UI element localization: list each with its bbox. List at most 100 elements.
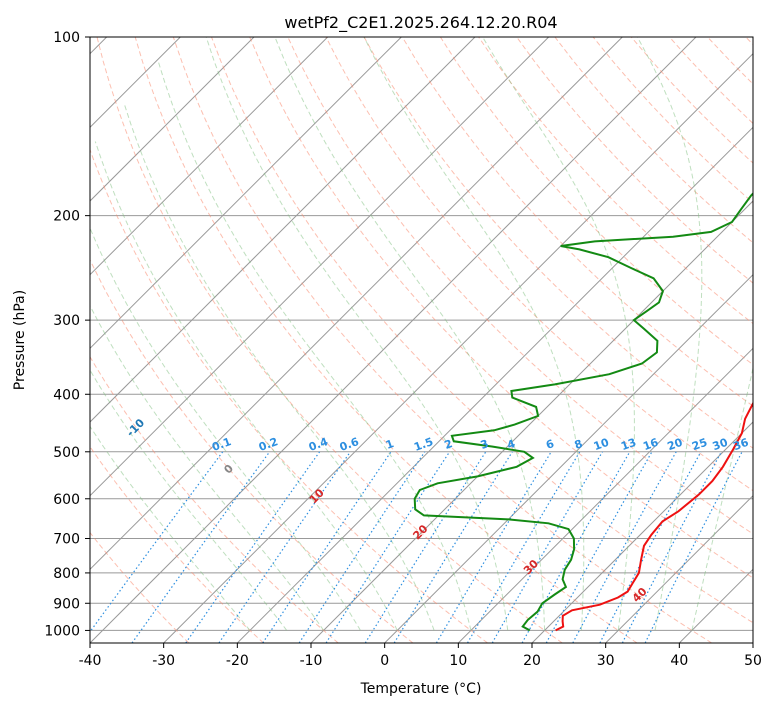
moist-adiabat-line xyxy=(691,365,753,631)
moist-adiabat-line xyxy=(124,104,435,631)
mixing-ratio-label: 30 xyxy=(711,436,730,454)
y-tick-label: 300 xyxy=(53,313,80,329)
mixing-ratio-line xyxy=(644,451,743,643)
profile-line xyxy=(555,401,753,632)
mixing-ratio-line xyxy=(131,451,271,643)
mixing-ratio-label: 1.5 xyxy=(412,435,435,454)
isotherm-line xyxy=(384,273,753,643)
isotherm-line xyxy=(90,37,476,423)
isotherm-line xyxy=(310,200,753,643)
plot-series xyxy=(413,192,753,632)
moist-adiabat-line xyxy=(90,304,325,631)
dry-adiabat-line xyxy=(90,258,414,643)
mixing-ratio-label: 4 xyxy=(505,437,517,452)
y-tick-label: 500 xyxy=(53,445,80,461)
dry-adiabat-line xyxy=(516,37,753,284)
dry-adiabat-line xyxy=(90,148,488,643)
isotherm-line xyxy=(90,37,329,276)
mixing-ratio-label: 25 xyxy=(690,436,709,453)
y-tick-label: 600 xyxy=(53,492,80,508)
moist-adiabat-line xyxy=(274,37,546,631)
isotherm-line xyxy=(90,37,402,350)
mixing-ratio-label: 6 xyxy=(544,437,556,452)
y-tick-label: 400 xyxy=(53,387,80,403)
x-tick-label: -10 xyxy=(300,653,323,669)
dry-adiabat-line xyxy=(172,37,712,643)
x-tick-label: 50 xyxy=(744,653,762,669)
x-tick-label: 20 xyxy=(523,653,541,669)
y-tick-label: 700 xyxy=(53,532,80,548)
mixing-ratio-label: 3 xyxy=(479,437,491,452)
mixing-ratio-line xyxy=(218,451,351,643)
mixing-ratio-label: 8 xyxy=(573,437,585,452)
mixing-ratio-label: 36 xyxy=(732,436,751,454)
mixing-ratio-label: 0.4 xyxy=(307,435,330,454)
dry-adiabat-line xyxy=(439,37,753,366)
dry-adiabat-line xyxy=(90,355,339,643)
mixing-ratio-label: 0.6 xyxy=(338,435,361,454)
dry-adiabat-line xyxy=(478,37,753,325)
mixing-ratio-line xyxy=(364,451,487,643)
x-tick-label: -30 xyxy=(152,653,175,669)
dry-adiabat-line xyxy=(211,37,753,624)
dry-adiabat-line xyxy=(249,37,753,579)
mixing-ratio-label: 20 xyxy=(666,436,685,454)
dry-adiabat-line xyxy=(592,37,753,204)
isotherm-line xyxy=(605,494,753,643)
mixing-ratio-line xyxy=(185,451,321,643)
isotherm-line xyxy=(678,568,753,643)
isotherm-line xyxy=(90,37,697,643)
y-tick-label: 800 xyxy=(53,566,80,582)
mixing-ratio-line xyxy=(466,451,581,643)
x-axis-label: Temperature (°C) xyxy=(360,681,482,697)
isotherm-line xyxy=(163,52,753,643)
mixing-ratio-line xyxy=(521,451,631,643)
plot-frame xyxy=(89,36,754,644)
moist-adiabat-line xyxy=(90,369,288,631)
y-tick-label: 100 xyxy=(53,30,80,46)
dry-adiabat-label: 0 xyxy=(221,462,236,477)
axes: -40 -30 -20 -10 0 10 20 30 40 5010009008007006005… xyxy=(44,30,762,669)
mixing-ratio-line xyxy=(599,451,702,643)
dry-adiabat-line xyxy=(96,37,563,643)
profile-line xyxy=(413,192,753,632)
isotherm-line xyxy=(90,37,623,571)
x-tick-label: 10 xyxy=(449,653,467,669)
mixing-ratio-label: 16 xyxy=(641,436,660,454)
y-tick-label: 900 xyxy=(53,596,80,612)
mixing-ratio-line xyxy=(572,451,677,643)
dry-adiabat-label: -10 xyxy=(124,416,147,439)
y-tick-label: 1000 xyxy=(44,623,80,639)
isotherm-line xyxy=(90,37,550,497)
mixing-ratio-label: 13 xyxy=(619,436,638,453)
isotherm-line xyxy=(752,642,753,643)
x-tick-label: 40 xyxy=(670,653,688,669)
mixing-ratio-label: 1 xyxy=(384,437,396,452)
dry-adiabat-line xyxy=(90,445,264,643)
moist-adiabat-line xyxy=(205,37,509,631)
mixing-ratio-line xyxy=(545,451,653,643)
isotherm-line xyxy=(531,421,753,643)
dry-adiabat-line xyxy=(745,37,753,46)
dry-adiabat-line xyxy=(669,37,753,125)
mixing-ratio-label: 0.2 xyxy=(257,435,280,454)
mixing-ratio-line xyxy=(325,451,451,643)
dry-adiabat-line xyxy=(325,37,753,492)
isotherm-line xyxy=(236,126,753,643)
dry-adiabat-line xyxy=(554,37,753,244)
moist-adiabat-line xyxy=(363,37,585,631)
moist-adiabat-line xyxy=(482,37,635,631)
moist-adiabat-line xyxy=(94,141,398,631)
dry-adiabat-line xyxy=(401,37,753,407)
mixing-ratio-line xyxy=(298,451,426,643)
dry-adiabat-line xyxy=(363,37,753,449)
mixing-ratio-line xyxy=(435,451,552,643)
plot-line-labels: 0.10.20.40.611.52346810131620253036-100-… xyxy=(124,416,751,605)
chart-title: wetPf2_C2E1.2025.264.12.20.R04 xyxy=(284,13,557,33)
isotherm-line xyxy=(457,347,753,643)
x-tick-label: 30 xyxy=(597,653,615,669)
x-tick-label: -40 xyxy=(79,653,102,669)
mixing-ratio-line xyxy=(90,451,224,633)
plot-background xyxy=(90,37,753,643)
